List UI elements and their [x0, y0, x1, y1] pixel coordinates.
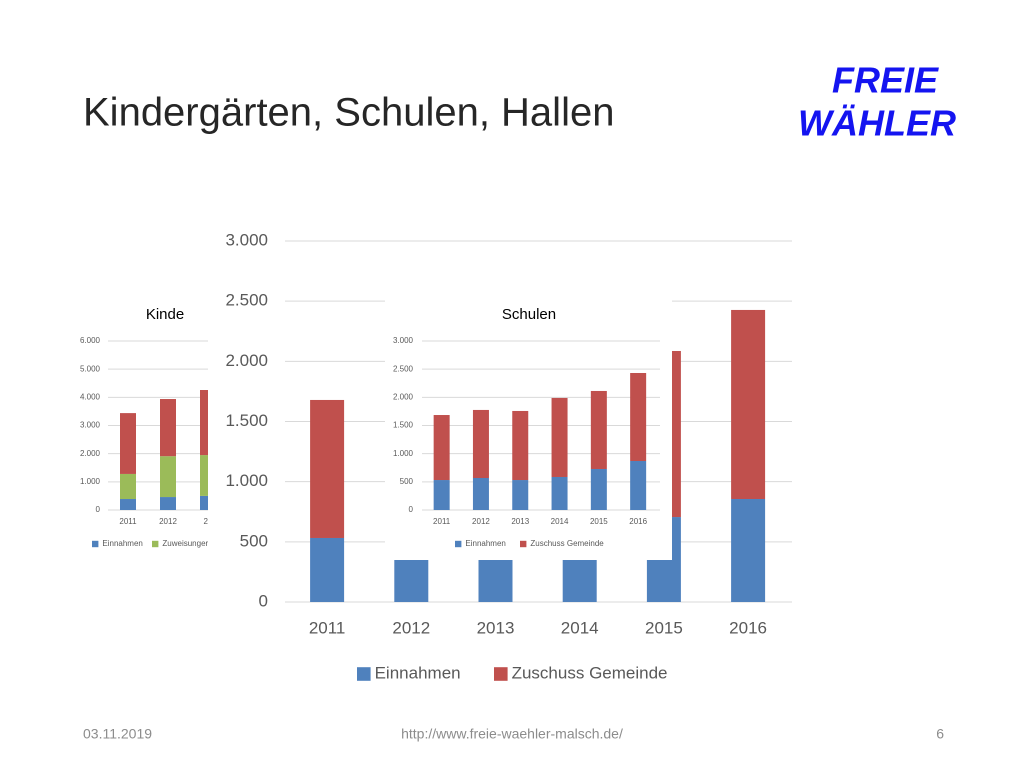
x-tick-label: 2012 [159, 517, 177, 526]
legend-swatch [92, 540, 99, 548]
slide-title: Kindergärten, Schulen, Hallen [83, 91, 614, 135]
bar-segment [512, 480, 529, 510]
y-tick-label: 2.500 [393, 364, 414, 373]
bar-segment [433, 415, 450, 481]
y-tick-label: 2.000 [225, 351, 268, 370]
bar-segment [433, 480, 450, 510]
bar-segment [630, 460, 647, 510]
x-tick-label: 2016 [629, 517, 647, 526]
bar-segment [160, 399, 176, 457]
footer-url: http://www.freie-waehler-malsch.de/ [401, 726, 623, 742]
footer-date: 03.11.2019 [83, 726, 152, 742]
bar-segment [551, 397, 568, 477]
y-tick-label: 3.000 [80, 421, 101, 430]
logo-line: FREIE [832, 60, 939, 101]
x-tick-label: 2011 [119, 517, 137, 526]
x-tick-label: 2012 [472, 517, 490, 526]
legend-label: Einnahmen [102, 539, 142, 548]
y-tick-label: 2.000 [80, 449, 101, 458]
bar-segment [160, 497, 176, 510]
bar-segment [512, 410, 529, 481]
x-tick-label: 2014 [551, 517, 569, 526]
logo-line: WÄHLER [798, 103, 956, 144]
y-tick-label: 0 [409, 505, 414, 514]
bar-segment [120, 499, 136, 510]
y-tick-label: 3.000 [225, 230, 268, 249]
bar-segment [310, 537, 345, 602]
bar-segment [551, 476, 568, 510]
y-tick-label: 1.000 [225, 471, 268, 490]
legend-label: Einnahmen [465, 539, 505, 548]
bar-segment [120, 413, 136, 474]
legend-swatch [357, 667, 371, 681]
bar-segment [590, 390, 607, 469]
bar-segment [731, 309, 766, 499]
bar-segment [160, 456, 176, 498]
chart-background [385, 300, 672, 560]
chart-title: Schulen [502, 306, 556, 323]
x-tick-label: 2015 [590, 517, 608, 526]
x-tick-label: 2016 [729, 618, 767, 637]
legend-swatch [152, 540, 159, 548]
bar-segment [472, 409, 489, 479]
y-tick-label: 0 [96, 505, 101, 514]
y-tick-label: 1.500 [225, 411, 268, 430]
y-tick-label: 4.000 [80, 392, 101, 401]
bar-segment [472, 478, 489, 510]
legend-label: Einnahmen [375, 663, 461, 682]
y-tick-label: 2.500 [225, 291, 268, 310]
legend-label: Zuweisunger [162, 539, 208, 548]
y-tick-label: 1.500 [393, 421, 414, 430]
y-tick-label: 2.000 [393, 392, 414, 401]
y-tick-label: 6.000 [80, 336, 101, 345]
y-tick-label: 500 [400, 477, 414, 486]
x-tick-label: 2012 [392, 618, 430, 637]
y-tick-label: 1.000 [80, 477, 101, 486]
y-tick-label: 5.000 [80, 364, 101, 373]
x-tick-label: 2013 [511, 517, 529, 526]
bar-segment [731, 498, 766, 602]
legend-swatch [494, 667, 508, 681]
x-tick-label: 2015 [645, 618, 683, 637]
footer-page: 6 [936, 726, 944, 742]
legend-swatch [520, 540, 527, 548]
legend-swatch [455, 540, 462, 548]
legend-label: Zuschuss Gemeinde [530, 539, 604, 548]
y-tick-label: 0 [259, 591, 268, 610]
y-tick-label: 500 [240, 531, 268, 550]
y-tick-label: 3.000 [393, 336, 414, 345]
x-tick-label: 2011 [309, 618, 346, 637]
chart-title: Kinde [146, 306, 184, 323]
y-tick-label: 1.000 [393, 449, 414, 458]
bar-segment [590, 468, 607, 510]
legend-label: Zuschuss Gemeinde [512, 663, 668, 682]
x-tick-label: 2013 [477, 618, 515, 637]
bar-segment [120, 473, 136, 500]
x-tick-label: 2014 [561, 618, 599, 637]
x-tick-label: 2011 [433, 517, 451, 526]
bar-segment [630, 372, 647, 461]
bar-segment [310, 399, 345, 538]
